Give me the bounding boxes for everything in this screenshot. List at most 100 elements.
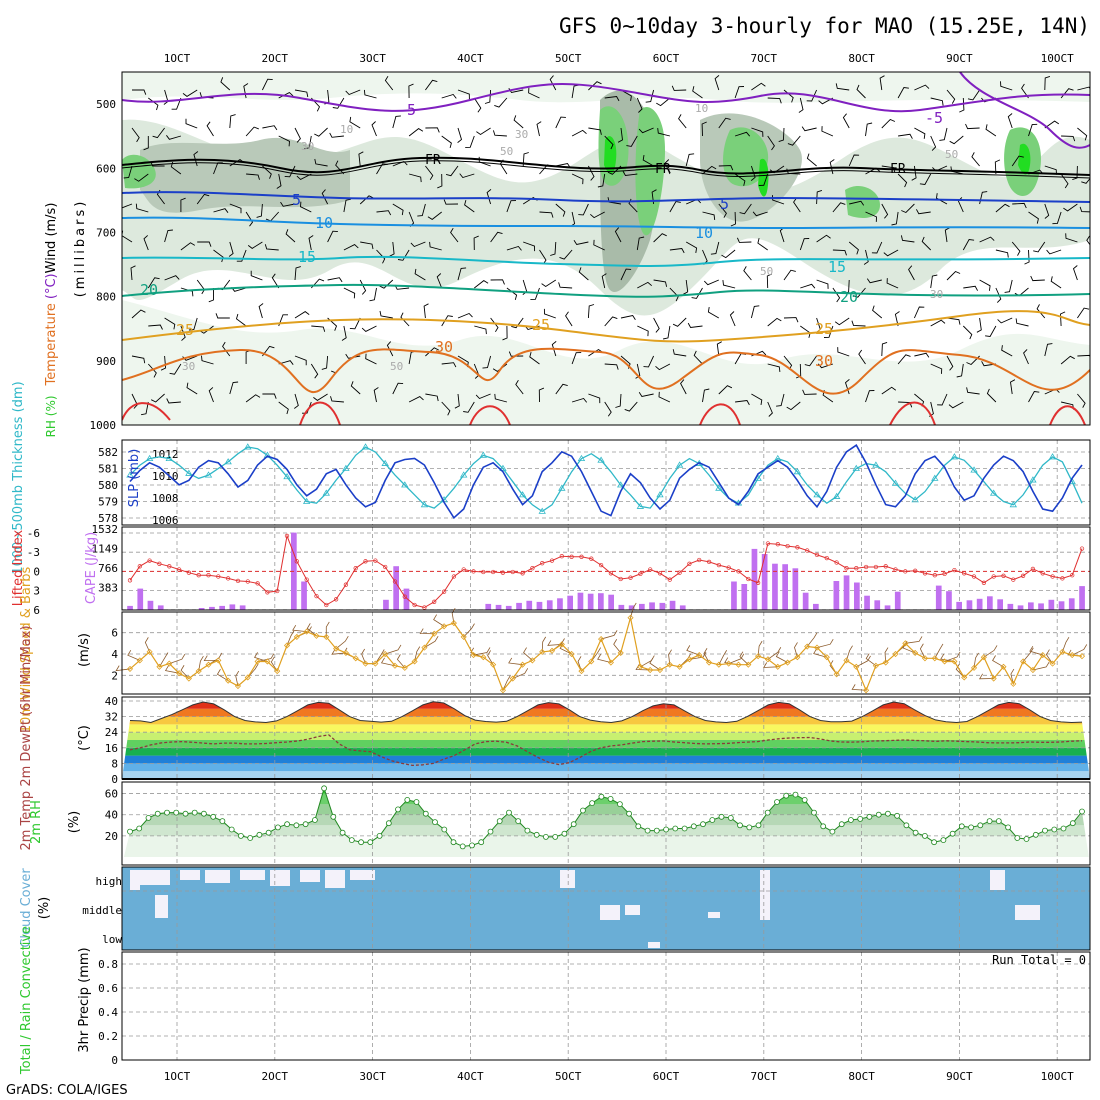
wind-barb bbox=[130, 265, 136, 281]
svg-text:30: 30 bbox=[435, 338, 453, 356]
panel-border bbox=[121, 866, 1091, 951]
wind10m-label: 10m Wind Speed & Barbs bbox=[19, 567, 34, 734]
wind-barb bbox=[930, 97, 944, 106]
wind-speed-point bbox=[205, 661, 212, 668]
cape-bar bbox=[546, 600, 553, 610]
wind-barb bbox=[1072, 265, 1078, 281]
wind-barb bbox=[881, 118, 896, 129]
rh-point bbox=[487, 828, 494, 835]
wind-barb bbox=[313, 393, 328, 401]
temperature2m-label: 2m Temp 2m DewPt (6hr Min/Max) bbox=[19, 625, 34, 850]
wind-barb bbox=[1021, 83, 1029, 99]
wind-barb bbox=[397, 249, 410, 261]
temperature-label: Temperature bbox=[44, 303, 59, 386]
wind-barb bbox=[465, 135, 475, 148]
lifted-index-point bbox=[392, 579, 398, 584]
wind-speed-point bbox=[961, 674, 968, 681]
wind-barb bbox=[220, 77, 231, 91]
wind-barb bbox=[262, 345, 275, 357]
wind-barb bbox=[392, 115, 401, 129]
wind-barb bbox=[750, 165, 756, 181]
wind-barb bbox=[636, 97, 643, 113]
wind-barb bbox=[294, 311, 310, 319]
lifted-index-point bbox=[343, 582, 349, 587]
lifted-index-point bbox=[962, 571, 967, 576]
wind-speed-point bbox=[725, 660, 732, 667]
upper-air-ytick: 500 bbox=[96, 98, 116, 111]
rh-point bbox=[173, 809, 180, 816]
wind-barb bbox=[376, 249, 386, 264]
wind-barb bbox=[767, 135, 775, 151]
cape-bar bbox=[157, 605, 164, 610]
rh-point bbox=[709, 817, 716, 823]
wind-barb-10m bbox=[763, 662, 778, 668]
wind-barb-10m bbox=[512, 668, 529, 679]
wind-barb bbox=[213, 249, 224, 263]
thickness-point bbox=[302, 497, 311, 504]
lifted-index-point bbox=[196, 573, 201, 578]
wind-barb bbox=[457, 312, 473, 319]
rh-tick: 40 bbox=[105, 809, 118, 822]
rh-point bbox=[875, 811, 882, 818]
wind-speed-point bbox=[293, 633, 300, 640]
wind-barb bbox=[236, 249, 247, 262]
wind-barb-10m bbox=[473, 647, 491, 656]
wind-barb bbox=[965, 123, 980, 130]
wind-barb-10m bbox=[851, 684, 867, 691]
wind-speed-point bbox=[607, 659, 614, 666]
wind-barb bbox=[441, 93, 457, 99]
cape-bar bbox=[884, 605, 891, 610]
wind-speed-point bbox=[1059, 648, 1066, 655]
rh-point bbox=[413, 799, 420, 805]
wind-barb bbox=[538, 387, 545, 403]
rh-point bbox=[940, 837, 947, 843]
lifted-index-point bbox=[716, 562, 722, 568]
wind-barb bbox=[835, 83, 850, 91]
wind-barb bbox=[832, 202, 846, 213]
wind-speed-point bbox=[1039, 652, 1046, 659]
svg-text:15: 15 bbox=[828, 258, 846, 276]
wind-barb-10m bbox=[487, 650, 494, 665]
rh-point bbox=[977, 822, 984, 829]
wind-barb bbox=[614, 227, 622, 243]
wind-speed-point bbox=[804, 643, 811, 650]
wind-barb bbox=[767, 97, 782, 104]
wind-barb-10m bbox=[253, 652, 268, 662]
wind-speed-point bbox=[921, 655, 929, 662]
thickness-point bbox=[852, 464, 860, 471]
wind-barb bbox=[730, 211, 736, 227]
wind-barb bbox=[908, 265, 915, 281]
wind-speed-point bbox=[126, 665, 134, 672]
wind-speed-point bbox=[833, 671, 840, 678]
wind-barb bbox=[529, 351, 540, 365]
svg-text:FR: FR bbox=[655, 162, 671, 177]
lifted-index-point bbox=[225, 576, 231, 581]
wind-barb bbox=[280, 201, 296, 207]
lifted-index-point bbox=[579, 554, 584, 559]
rh-point bbox=[663, 826, 669, 833]
wind-speed-point bbox=[764, 656, 772, 663]
wind-barb bbox=[604, 363, 619, 370]
rh-point bbox=[376, 833, 383, 839]
wind-barb bbox=[441, 315, 453, 327]
svg-text:-5: -5 bbox=[925, 109, 943, 127]
wind-barb bbox=[1044, 203, 1050, 219]
lifted-index-point bbox=[667, 577, 672, 582]
wind-speed-point bbox=[440, 623, 448, 630]
wind-barb bbox=[672, 349, 687, 357]
wind-barb bbox=[543, 308, 556, 319]
wind-barb bbox=[152, 127, 165, 139]
rh-point bbox=[617, 801, 623, 807]
wind-barb bbox=[734, 131, 751, 137]
wind-barb bbox=[186, 382, 198, 395]
wind-barb-10m bbox=[978, 673, 994, 680]
wind-barb-10m bbox=[865, 653, 877, 667]
wind-speed-point bbox=[1078, 653, 1086, 660]
wind-barb bbox=[832, 287, 841, 303]
wind-barb bbox=[653, 233, 667, 243]
cape-tick: 1532 bbox=[92, 523, 119, 536]
svg-text:30: 30 bbox=[515, 128, 528, 141]
wind-barb bbox=[786, 401, 801, 411]
wind-barb bbox=[757, 238, 768, 251]
cape-bar bbox=[516, 602, 522, 610]
